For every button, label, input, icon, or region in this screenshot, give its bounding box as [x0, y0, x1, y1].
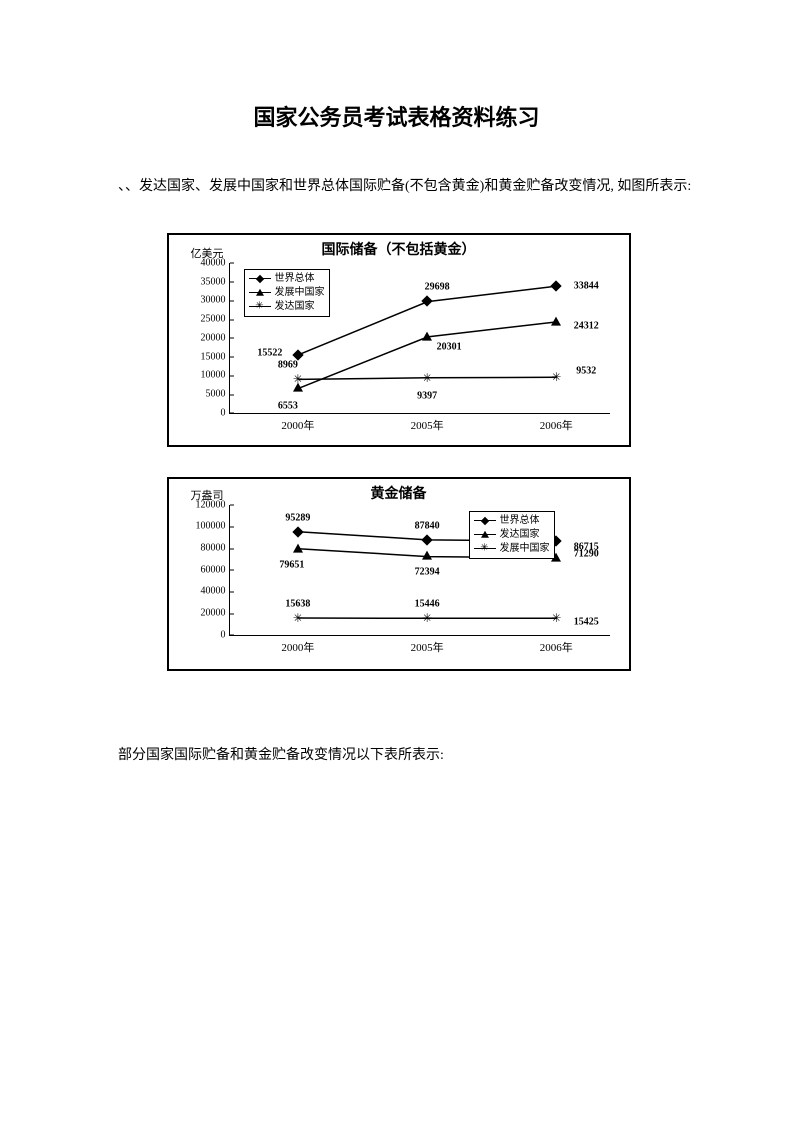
legend-item: 发达国家	[474, 528, 550, 542]
y-tick: 40000	[201, 586, 230, 597]
legend-item: 发展中国家	[249, 286, 325, 300]
x-tick: 2006年	[540, 413, 573, 433]
data-point-marker	[551, 316, 561, 325]
data-label: 71290	[574, 548, 599, 559]
legend-item: ✳发展中国家	[474, 542, 550, 556]
data-label: 20301	[437, 341, 462, 352]
data-label: 6553	[278, 401, 298, 412]
y-tick: 10000	[201, 370, 230, 381]
data-label: 15446	[415, 599, 440, 610]
data-point-marker	[422, 551, 432, 560]
data-point-marker: ✳	[422, 372, 432, 384]
legend: 世界总体发展中国家✳发达国家	[244, 269, 330, 317]
y-tick: 20000	[201, 608, 230, 619]
y-tick: 60000	[201, 564, 230, 575]
chart-title: 黄金储备	[169, 483, 629, 503]
y-tick: 0	[221, 629, 230, 640]
y-tick: 20000	[201, 332, 230, 343]
chart-gold-reserves: 黄金储备万盎司020000400006000080000100000120000…	[167, 477, 627, 671]
data-label: 29698	[425, 282, 450, 293]
legend-label: 发展中国家	[500, 542, 550, 556]
data-label: 87840	[415, 520, 440, 531]
y-tick: 35000	[201, 276, 230, 287]
data-point-marker: ✳	[293, 373, 303, 385]
data-label: 72394	[415, 567, 440, 578]
data-label: 15638	[285, 598, 310, 609]
outro-paragraph: 部分国家国际贮备和黄金贮备改变情况以下表所表示:	[90, 741, 703, 772]
legend-label: 发达国家	[275, 300, 315, 314]
data-point-marker	[422, 331, 432, 340]
page-title: 国家公务员考试表格资料练习	[90, 100, 703, 132]
y-tick: 0	[221, 407, 230, 418]
data-point-marker: ✳	[551, 371, 561, 383]
data-label: 79651	[279, 559, 304, 570]
data-label: 15522	[257, 347, 282, 358]
data-label: 33844	[574, 280, 599, 291]
y-tick: 15000	[201, 351, 230, 362]
legend-label: 发达国家	[500, 528, 540, 542]
data-label: 95289	[285, 512, 310, 523]
legend-item: 世界总体	[474, 514, 550, 528]
intro-paragraph: 、、发达国家、发展中国家和世界总体国际贮备(不包含黄金)和黄金贮备改变情况, 如…	[90, 172, 703, 203]
x-tick: 2005年	[411, 413, 444, 433]
y-tick: 30000	[201, 295, 230, 306]
legend-item: ✳发达国家	[249, 300, 325, 314]
y-tick: 40000	[201, 257, 230, 268]
legend-label: 发展中国家	[275, 286, 325, 300]
legend-item: 世界总体	[249, 272, 325, 286]
data-label: 9397	[417, 390, 437, 401]
y-tick: 100000	[196, 521, 230, 532]
legend: 世界总体发达国家✳发展中国家	[469, 511, 555, 559]
data-label: 9532	[576, 366, 596, 377]
data-point-marker: ✳	[551, 612, 561, 624]
data-point-marker: ✳	[422, 612, 432, 624]
x-tick: 2000年	[281, 635, 314, 655]
data-point-marker	[293, 543, 303, 552]
y-tick: 80000	[201, 543, 230, 554]
y-tick: 5000	[206, 389, 230, 400]
y-tick: 25000	[201, 314, 230, 325]
x-tick: 2005年	[411, 635, 444, 655]
legend-label: 世界总体	[275, 272, 315, 286]
chart-international-reserves: 国际储备（不包括黄金）亿美元05000100001500020000250003…	[167, 233, 627, 447]
data-point-marker: ✳	[293, 612, 303, 624]
x-tick: 2000年	[281, 413, 314, 433]
data-label: 24312	[574, 320, 599, 331]
x-tick: 2006年	[540, 635, 573, 655]
chart-title: 国际储备（不包括黄金）	[169, 239, 629, 259]
y-tick: 120000	[196, 499, 230, 510]
data-label: 8969	[278, 360, 298, 371]
legend-label: 世界总体	[500, 514, 540, 528]
data-label: 15425	[574, 617, 599, 628]
